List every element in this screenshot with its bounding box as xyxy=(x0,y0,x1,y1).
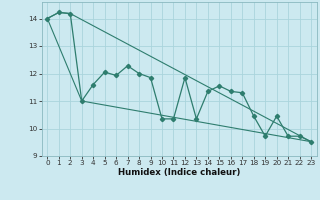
X-axis label: Humidex (Indice chaleur): Humidex (Indice chaleur) xyxy=(118,168,240,177)
